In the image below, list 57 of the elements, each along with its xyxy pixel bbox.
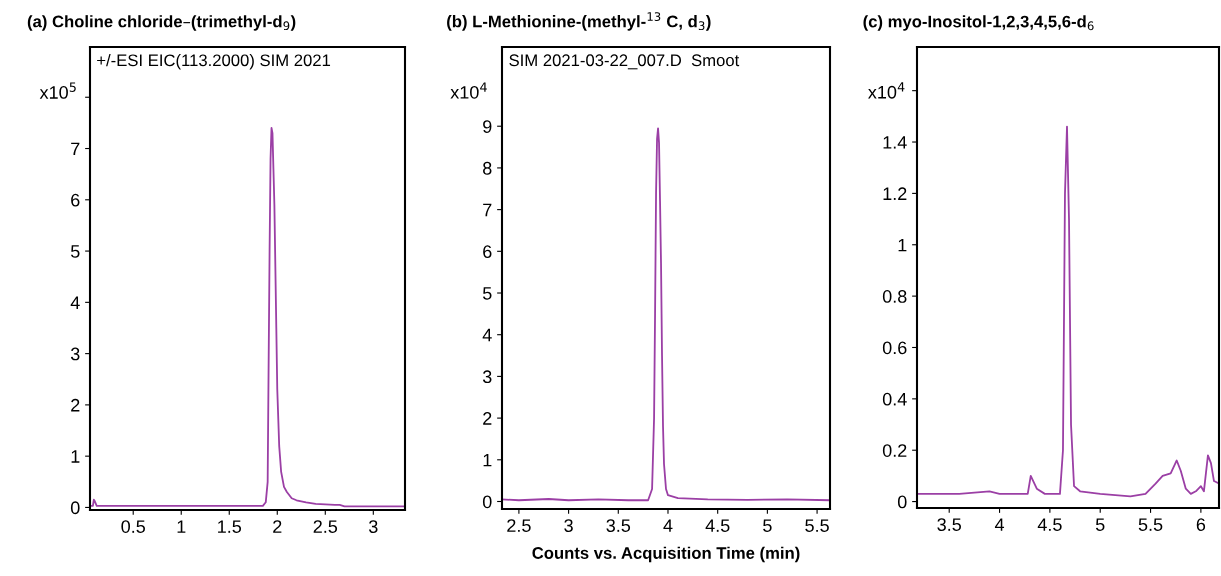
x-tick-label: 4 bbox=[663, 519, 673, 532]
y-tick-label: 0 bbox=[897, 495, 907, 509]
y-tick-label: 1.4 bbox=[883, 136, 907, 149]
y-tick-label: 1 bbox=[898, 238, 907, 252]
y-tick-label: 1.2 bbox=[883, 187, 907, 200]
y-tick-label: 3 bbox=[482, 370, 492, 384]
y-axis-title: x10$^{4}$ bbox=[450, 82, 487, 99]
x-tick-label: 3 bbox=[564, 519, 573, 532]
x-tick-label: 2.5 bbox=[313, 520, 338, 533]
y-tick-label: 6 bbox=[483, 245, 492, 259]
y-tick-label: 1 bbox=[71, 450, 80, 463]
chart-title: (a) Choline chloride–(trimethyl-d$_{9}$) bbox=[27, 15, 296, 31]
x-tick-label: 3 bbox=[368, 520, 378, 533]
y-tick-label: 6 bbox=[71, 193, 80, 207]
line-series bbox=[917, 125, 1219, 498]
y-tick-label: 1 bbox=[483, 453, 492, 467]
x-tick-label: 2 bbox=[273, 520, 282, 533]
y-tick-label: 4 bbox=[70, 296, 80, 309]
y-tick-label: 5 bbox=[482, 287, 492, 300]
x-tick-label: 5.5 bbox=[805, 519, 829, 532]
y-tick-label: 4 bbox=[482, 328, 492, 342]
y-tick-label: 0 bbox=[70, 501, 80, 515]
y-tick-label: 2 bbox=[483, 412, 492, 425]
annotation: SIM 2021-03-22_007.D Smoot bbox=[509, 54, 740, 70]
x-tick-label: 5 bbox=[1095, 518, 1105, 531]
x-tick-label: 3.5 bbox=[606, 519, 631, 532]
y-tick-label: 0 bbox=[482, 495, 492, 509]
y-tick-label: 2 bbox=[71, 398, 80, 412]
y-tick-label: 7 bbox=[71, 142, 80, 156]
y-tick-label: 8 bbox=[483, 161, 492, 175]
annotation: +/-ESI EIC(113.2000) SIM 2021 bbox=[97, 53, 331, 70]
chart-title: (b) L-Methionine-(methyl-$^{13}$ C, d$_{3}$) bbox=[447, 12, 711, 31]
line-series bbox=[90, 127, 405, 508]
y-tick-label: 9 bbox=[483, 120, 492, 133]
y-tick-label: 0.6 bbox=[882, 341, 907, 355]
y-tick-label: 5 bbox=[70, 245, 80, 258]
line-series bbox=[502, 127, 830, 502]
y-tick-label: 0.2 bbox=[882, 444, 907, 457]
x-tick-label: 2.5 bbox=[507, 519, 531, 532]
x-tick-label: 1 bbox=[177, 520, 186, 533]
y-tick-label: 7 bbox=[483, 203, 492, 217]
x-tick-label: 4.5 bbox=[1037, 518, 1062, 531]
chart-title: (c) myo-Inositol-1,2,3,4,5,6-d$_{6}$ bbox=[863, 15, 1094, 31]
y-axis-title: x10$^{4}$ bbox=[868, 82, 905, 99]
y-tick-label: 0.8 bbox=[882, 290, 907, 303]
y-tick-label: 3 bbox=[70, 347, 80, 361]
x-tick-label: 5 bbox=[763, 519, 772, 532]
x-tick-label: 4 bbox=[994, 518, 1005, 531]
x-tick-label: 5.5 bbox=[1138, 518, 1163, 531]
x-tick-label: 6 bbox=[1196, 518, 1206, 531]
x-axis-title: Counts vs. Acquisition Time (min) bbox=[532, 546, 800, 563]
x-tick-label: 0.5 bbox=[121, 520, 146, 533]
x-tick-label: 1.5 bbox=[218, 520, 242, 533]
x-tick-label: 3.5 bbox=[937, 518, 962, 531]
y-tick-label: 0.4 bbox=[882, 392, 907, 406]
y-axis-title: x10$^{5}$ bbox=[39, 82, 76, 99]
x-tick-label: 4.5 bbox=[705, 519, 730, 532]
